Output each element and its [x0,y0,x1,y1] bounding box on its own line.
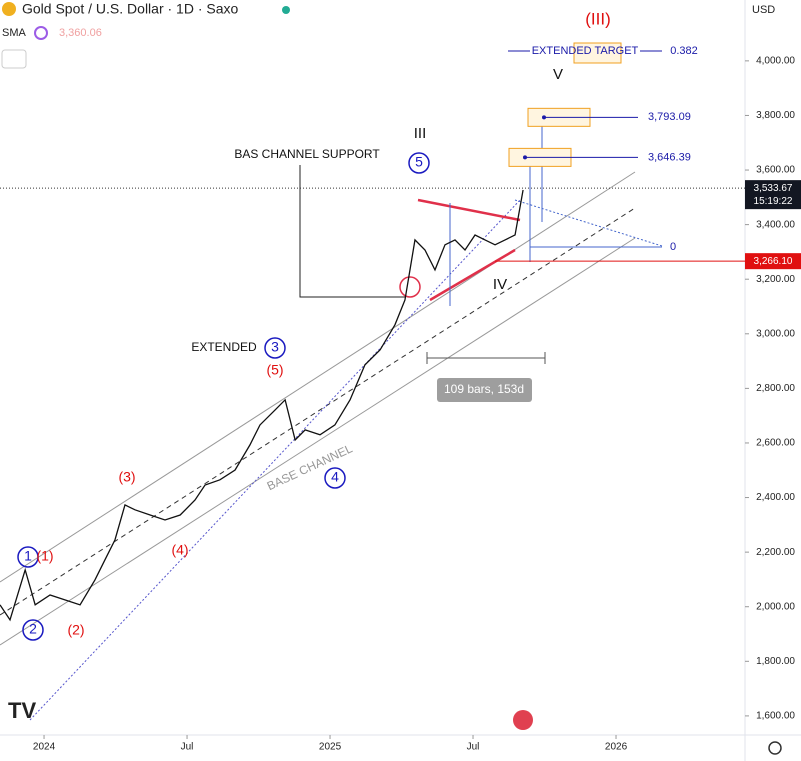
target-box [573,42,622,64]
symbol-icon [2,2,16,16]
y-tick-label: 1,800.00 [756,656,795,667]
channel-line [0,171,636,583]
wave-label: 1 [24,548,32,564]
x-tick-label: 2024 [33,742,56,753]
wave-circle [264,337,286,359]
collapse-button[interactable] [1,49,27,69]
triangle-line [417,198,521,222]
x-tick-label: Jul [467,742,480,753]
wave-label: (5) [266,362,283,378]
y-tick-label: 4,000.00 [756,56,795,67]
y-tick-label: 2,800.00 [756,383,795,394]
y-tick-label: 2,400.00 [756,492,795,503]
level-dot [523,155,527,160]
level-box [745,253,801,270]
y-tick-label: 3,600.00 [756,165,795,176]
wave-label: (3) [118,469,135,485]
y-tick-label: 2,200.00 [756,547,795,558]
wave-label: EXTENDED [191,340,257,354]
price-line [0,189,524,622]
chart-title: Gold Spot / U.S. Dollar · 1D · Saxo [22,1,239,17]
indicator-name: SMA [2,27,27,39]
callout-line [299,165,405,298]
channel-line [0,237,636,646]
indicator-value: 3,360.06 [59,27,102,39]
y-tick-label: 3,000.00 [756,328,795,339]
level-label: 3,266.10 [754,256,793,267]
status-dot [282,6,290,14]
wave-circle [324,467,346,489]
last-price-box [745,180,801,210]
fib-line [514,199,663,247]
wave-label: (4) [171,542,188,558]
y-tick-label: 3,800.00 [756,110,795,121]
y-tick-label: 1,600.00 [756,711,795,722]
y-tick-label: 2,600.00 [756,438,795,449]
y-tick-label: 3,400.00 [756,219,795,230]
y-tick-label: 3,200.00 [756,274,795,285]
logo: TV [8,698,36,723]
settings-icon[interactable] [768,741,782,755]
wave-label: (1) [36,548,53,564]
wave-label: 4 [331,469,339,485]
wave-label: 5 [415,154,423,170]
wave-label: III [414,125,427,142]
wave-label: 0.382 [670,45,698,57]
last-price-label: 3,533.67 [754,183,793,194]
wave-label: IV [493,276,507,293]
countdown: 15:19:22 [754,196,793,207]
x-tick-label: 2026 [605,742,628,753]
level-dot [542,115,546,120]
drawings [0,42,663,721]
wave-label: BAS CHANNEL SUPPORT [234,147,380,161]
y-tick-label: 2,000.00 [756,601,795,612]
wave-circle [17,546,39,568]
indicator-icon [34,26,48,40]
wave-label: (III) [585,9,611,28]
wave-circle [408,152,430,174]
wave-circle [22,619,44,641]
currency: USD [752,4,775,16]
wave-label: 109 bars, 153d [444,382,524,396]
wave-label: EXTENDED TARGET [532,45,639,57]
level-label: 3,793.09 [648,111,691,123]
flag-icon [513,710,533,730]
wave-label: 3 [271,339,279,355]
range-box [437,378,532,402]
x-tick-label: Jul [181,742,194,753]
level-label: 3,646.39 [648,151,691,163]
x-tick-label: 2025 [319,742,342,753]
trendline [29,199,521,721]
wave-label: 0 [670,241,676,253]
wave-label: V [553,66,563,83]
wave-label: (2) [67,622,84,638]
triangle-line [429,248,516,302]
highlight-circle [399,276,421,298]
wave-label: 2 [29,621,37,637]
